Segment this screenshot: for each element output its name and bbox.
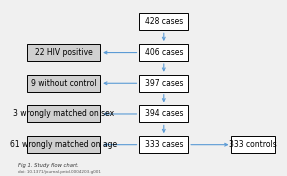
- Text: 333 controls: 333 controls: [229, 140, 277, 149]
- FancyBboxPatch shape: [27, 105, 100, 122]
- FancyBboxPatch shape: [139, 75, 188, 92]
- Text: 397 cases: 397 cases: [145, 79, 183, 88]
- Text: 22 HIV positive: 22 HIV positive: [35, 48, 92, 57]
- Text: 394 cases: 394 cases: [145, 109, 183, 118]
- Text: 9 without control: 9 without control: [31, 79, 96, 88]
- FancyBboxPatch shape: [139, 105, 188, 122]
- FancyBboxPatch shape: [139, 136, 188, 153]
- FancyBboxPatch shape: [27, 75, 100, 92]
- FancyBboxPatch shape: [139, 44, 188, 61]
- Text: 3 wrongly matched on sex: 3 wrongly matched on sex: [13, 109, 114, 118]
- FancyBboxPatch shape: [232, 136, 275, 153]
- Text: 406 cases: 406 cases: [145, 48, 183, 57]
- Text: 333 cases: 333 cases: [145, 140, 183, 149]
- Text: 61 wrongly matched on age: 61 wrongly matched on age: [10, 140, 117, 149]
- Text: Fig 1. Study flow chart.: Fig 1. Study flow chart.: [18, 163, 78, 168]
- FancyBboxPatch shape: [27, 44, 100, 61]
- FancyBboxPatch shape: [27, 136, 100, 153]
- Text: 428 cases: 428 cases: [145, 17, 183, 26]
- FancyBboxPatch shape: [139, 13, 188, 30]
- Text: doi: 10.1371/journal.pntd.0004203.g001: doi: 10.1371/journal.pntd.0004203.g001: [18, 170, 100, 174]
